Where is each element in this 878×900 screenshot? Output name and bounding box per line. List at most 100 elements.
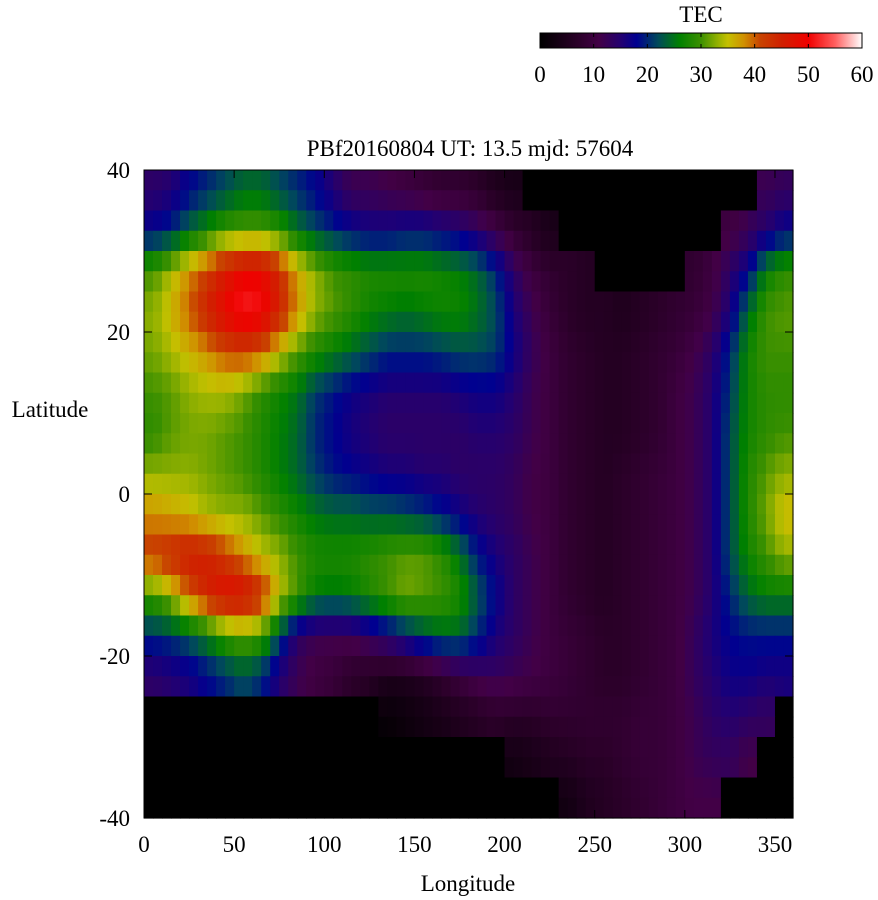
heatmap-cell [450, 372, 461, 394]
heatmap-cell [693, 413, 704, 434]
heatmap-cell [711, 696, 722, 718]
heatmap-cell [693, 757, 704, 779]
heatmap-cell [495, 332, 506, 353]
heatmap-cell [225, 696, 235, 718]
heatmap-cell [621, 716, 632, 738]
heatmap-cell [513, 291, 524, 313]
heatmap-cell [693, 170, 704, 191]
heatmap-cell [369, 757, 379, 779]
heatmap-cell [540, 170, 551, 191]
heatmap-cell [207, 311, 217, 333]
heatmap-cell [657, 473, 668, 495]
heatmap-cell [162, 291, 172, 313]
heatmap-cell [675, 716, 686, 738]
heatmap-cell [675, 777, 686, 799]
heatmap-cell [603, 595, 614, 617]
heatmap-cell [288, 615, 298, 637]
heatmap-cell [738, 230, 749, 252]
heatmap-cell [639, 210, 650, 232]
heatmap-cell [702, 494, 713, 515]
heatmap-cell [207, 210, 217, 232]
heatmap-cell [333, 352, 343, 374]
heatmap-cell [639, 534, 650, 556]
heatmap-cell [432, 352, 443, 374]
heatmap-cell [783, 332, 794, 353]
heatmap-cell [360, 251, 370, 272]
heatmap-cell [378, 737, 388, 758]
heatmap-cell [360, 230, 370, 252]
heatmap-cell [189, 210, 199, 232]
heatmap-cell [513, 433, 524, 455]
heatmap-cell [513, 656, 524, 677]
heatmap-cell [621, 230, 632, 252]
heatmap-cell [378, 534, 388, 556]
heatmap-cell [693, 473, 704, 495]
heatmap-cell [351, 534, 361, 556]
heatmap-cell [459, 210, 470, 232]
heatmap-cell [504, 716, 515, 738]
heatmap-cell [603, 797, 614, 819]
heatmap-cell [423, 352, 434, 374]
heatmap-cell [180, 595, 190, 617]
heatmap-cell [486, 352, 497, 374]
heatmap-cell [333, 230, 343, 252]
heatmap-cell [378, 635, 388, 657]
heatmap-cell [558, 716, 569, 738]
heatmap-cell [153, 514, 163, 536]
heatmap-cell [549, 311, 560, 333]
heatmap-cell [288, 737, 298, 758]
heatmap-cell [153, 453, 163, 475]
heatmap-cell [342, 190, 352, 212]
heatmap-cell [783, 433, 794, 455]
heatmap-cell [162, 352, 172, 374]
heatmap-cell [414, 514, 425, 536]
heatmap-cell [261, 676, 271, 698]
heatmap-cell [396, 635, 407, 657]
heatmap-cell [288, 757, 298, 779]
heatmap-cell [729, 716, 740, 738]
heatmap-cell [783, 615, 794, 637]
heatmap-cell [657, 392, 668, 414]
heatmap-cell [729, 251, 740, 272]
heatmap-cell [522, 271, 533, 293]
heatmap-cell [252, 291, 262, 313]
heatmap-cell [639, 473, 650, 495]
heatmap-cell [360, 210, 370, 232]
heatmap-cell [189, 332, 199, 353]
heatmap-cell [495, 696, 506, 718]
heatmap-cell [702, 757, 713, 779]
heatmap-cell [387, 251, 397, 272]
heatmap-cell [315, 433, 325, 455]
heatmap-cell [234, 635, 244, 657]
heatmap-cell [198, 190, 208, 212]
heatmap-cell [279, 251, 289, 272]
heatmap-cell [702, 473, 713, 495]
heatmap-cell [756, 433, 767, 455]
heatmap-cell [162, 757, 172, 779]
heatmap-cell [162, 433, 172, 455]
heatmap-cell [270, 392, 280, 414]
heatmap-cell [621, 757, 632, 779]
heatmap-cell [153, 392, 163, 414]
heatmap-cell [531, 453, 542, 475]
heatmap-cell [144, 757, 154, 779]
heatmap-cell [252, 635, 262, 657]
heatmap-cell [495, 595, 506, 617]
heatmap-cell [405, 352, 416, 374]
heatmap-cell [720, 757, 731, 779]
heatmap-cell [378, 615, 388, 637]
heatmap-cell [360, 170, 370, 191]
heatmap-cell [261, 413, 271, 434]
heatmap-cell [702, 777, 713, 799]
heatmap-cell [495, 615, 506, 637]
heatmap-cell [504, 534, 515, 556]
heatmap-cell [504, 575, 515, 596]
heatmap-cell [252, 352, 262, 374]
heatmap-cell [405, 797, 416, 819]
heatmap-cell [558, 676, 569, 698]
heatmap-cell [783, 494, 794, 515]
heatmap-cell [234, 311, 244, 333]
heatmap-cell [144, 534, 154, 556]
heatmap-cell [171, 575, 181, 596]
heatmap-cell [387, 392, 397, 414]
